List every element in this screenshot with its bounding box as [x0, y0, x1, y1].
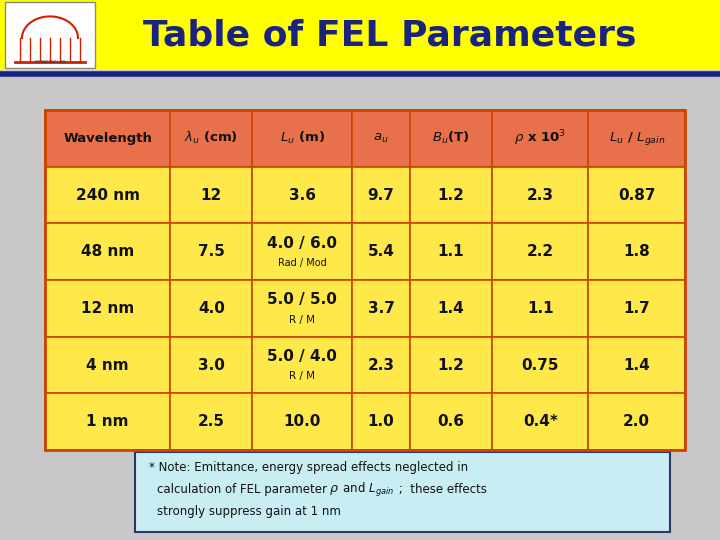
Bar [170, 167, 253, 224]
Text: 4 nm: 4 nm [86, 357, 129, 373]
Text: 12 nm: 12 nm [81, 301, 134, 316]
Text: 1.0: 1.0 [368, 414, 395, 429]
Bar [45, 393, 170, 450]
Bar [253, 167, 353, 224]
Bar [410, 167, 492, 224]
Bar [410, 224, 492, 280]
Text: 3.7: 3.7 [368, 301, 395, 316]
Bar [45, 224, 170, 280]
Text: 0.75: 0.75 [521, 357, 559, 373]
Text: 240 nm: 240 nm [76, 187, 140, 202]
Text: 12: 12 [201, 187, 222, 202]
Text: 1 nm: 1 nm [86, 414, 129, 429]
Text: 0.87: 0.87 [618, 187, 655, 202]
Text: 3.6: 3.6 [289, 187, 316, 202]
Bar [253, 280, 353, 336]
Text: 10.0: 10.0 [284, 414, 321, 429]
Text: Wavelength: Wavelength [63, 132, 152, 145]
Bar [253, 110, 353, 167]
Bar [492, 110, 588, 167]
Text: 0.4*: 0.4* [523, 414, 557, 429]
Bar [170, 393, 253, 450]
Text: 2.2: 2.2 [526, 244, 554, 259]
Text: 2.5: 2.5 [198, 414, 225, 429]
Bar [588, 336, 685, 393]
Bar [353, 393, 410, 450]
Bar [253, 224, 353, 280]
Text: 0.6: 0.6 [437, 414, 464, 429]
Text: $a_u$: $a_u$ [373, 132, 389, 145]
Text: R / M: R / M [289, 372, 315, 381]
Text: 1.4: 1.4 [438, 301, 464, 316]
Bar [410, 110, 492, 167]
Bar [135, 452, 670, 532]
Bar [588, 224, 685, 280]
Bar [588, 280, 685, 336]
Text: $L_u$ (m): $L_u$ (m) [280, 130, 325, 146]
Text: $\lambda_u$ (cm): $\lambda_u$ (cm) [184, 130, 238, 146]
Text: BERKELEY LAB: BERKELEY LAB [35, 60, 66, 64]
Text: 9.7: 9.7 [368, 187, 395, 202]
Bar [588, 393, 685, 450]
Text: Rad / Mod: Rad / Mod [278, 258, 327, 268]
Text: 2.0: 2.0 [624, 414, 650, 429]
Bar [170, 336, 253, 393]
Bar [588, 110, 685, 167]
Bar [492, 224, 588, 280]
Text: $L_u$ / $L_{gain}$: $L_u$ / $L_{gain}$ [608, 130, 665, 147]
Text: 4.0: 4.0 [198, 301, 225, 316]
Bar [353, 110, 410, 167]
Text: Table of FEL Parameters: Table of FEL Parameters [143, 18, 636, 52]
Text: 1.7: 1.7 [624, 301, 650, 316]
Text: * Note: Emittance, energy spread effects neglected in: * Note: Emittance, energy spread effects… [149, 462, 468, 475]
Bar [353, 336, 410, 393]
Bar [253, 393, 353, 450]
Bar [492, 336, 588, 393]
Bar [588, 167, 685, 224]
Text: 1.2: 1.2 [437, 357, 464, 373]
Bar [410, 336, 492, 393]
Text: 4.0 / 6.0: 4.0 / 6.0 [267, 235, 338, 251]
Text: 7.5: 7.5 [198, 244, 225, 259]
Bar [492, 393, 588, 450]
Text: 1.2: 1.2 [437, 187, 464, 202]
Text: $\rho$ x 10$^3$: $\rho$ x 10$^3$ [514, 129, 566, 148]
Bar [45, 167, 170, 224]
Bar [353, 224, 410, 280]
Bar [45, 110, 685, 450]
Text: 3.0: 3.0 [198, 357, 225, 373]
Bar [410, 393, 492, 450]
Bar [45, 336, 170, 393]
Text: $\rho$: $\rho$ [329, 483, 339, 497]
Bar [170, 224, 253, 280]
Text: 2.3: 2.3 [368, 357, 395, 373]
Bar [353, 280, 410, 336]
Bar [170, 110, 253, 167]
Bar [0, 0, 720, 70]
Bar [5, 2, 95, 68]
Text: strongly suppress gain at 1 nm: strongly suppress gain at 1 nm [157, 505, 341, 518]
Bar [492, 280, 588, 336]
Text: 1.1: 1.1 [438, 244, 464, 259]
Text: R / M: R / M [289, 315, 315, 325]
Bar [492, 167, 588, 224]
Text: calculation of FEL parameter: calculation of FEL parameter [157, 483, 330, 496]
Bar [253, 336, 353, 393]
Bar [45, 280, 170, 336]
Text: 1.4: 1.4 [624, 357, 650, 373]
Bar [45, 110, 170, 167]
Bar [353, 167, 410, 224]
Text: 2.3: 2.3 [527, 187, 554, 202]
Text: 5.0 / 5.0: 5.0 / 5.0 [268, 292, 338, 307]
Text: 5.0 / 4.0: 5.0 / 4.0 [268, 349, 338, 364]
Bar [170, 280, 253, 336]
Text: 1.8: 1.8 [624, 244, 650, 259]
Text: and $L_{gain}$: and $L_{gain}$ [339, 481, 395, 499]
Bar [410, 280, 492, 336]
Text: ;  these effects: ; these effects [395, 483, 487, 496]
Text: 48 nm: 48 nm [81, 244, 134, 259]
Text: 1.1: 1.1 [527, 301, 554, 316]
Text: $B_u$(T): $B_u$(T) [432, 130, 469, 146]
Text: 5.4: 5.4 [368, 244, 395, 259]
